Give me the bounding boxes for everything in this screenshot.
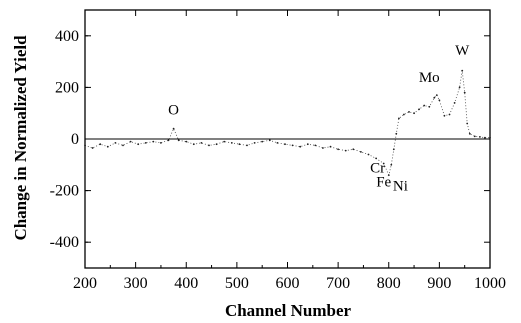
data-point (329, 145, 332, 148)
data-point (208, 144, 210, 147)
data-point (413, 112, 415, 115)
x-tick-label: 900 (427, 275, 451, 292)
data-point (137, 143, 140, 146)
data-point (435, 94, 438, 96)
data-point (408, 111, 410, 113)
data-point (152, 140, 155, 143)
x-tick-label: 300 (124, 275, 148, 292)
data-point (375, 157, 377, 160)
data-point (367, 153, 370, 156)
data-point (398, 117, 400, 120)
data-point (177, 139, 180, 142)
data-point (223, 140, 226, 143)
x-tick-label: 600 (276, 275, 300, 292)
data-point (246, 144, 248, 147)
peak-label: Fe (376, 175, 391, 191)
data-point (84, 144, 86, 147)
data-point (479, 136, 481, 138)
peak-label: W (455, 43, 470, 59)
data-point (160, 142, 162, 144)
data-point (352, 148, 355, 151)
data-point (172, 127, 175, 130)
data-point (200, 142, 203, 144)
data-point (403, 113, 405, 116)
data-point (238, 143, 241, 146)
y-tick-label: 400 (55, 28, 79, 45)
peak-label: Ni (393, 179, 408, 195)
data-point (390, 163, 393, 166)
y-tick-label: -200 (50, 183, 79, 200)
data-point (106, 145, 109, 148)
data-point (448, 113, 451, 116)
data-point (167, 139, 170, 142)
data-point (392, 148, 395, 151)
y-tick-label: 0 (71, 131, 79, 148)
data-point (129, 140, 132, 143)
data-point (484, 136, 486, 139)
series-trace (84, 70, 490, 177)
data-point (461, 69, 464, 72)
data-point (314, 144, 317, 147)
data-point (276, 142, 279, 144)
data-point (453, 102, 456, 104)
data-point (428, 105, 431, 108)
x-tick-label: 700 (326, 275, 350, 292)
data-point (489, 136, 491, 139)
data-point (230, 142, 233, 144)
y-tick-label: 200 (55, 79, 79, 96)
data-point (268, 139, 271, 142)
x-tick-label: 200 (73, 275, 97, 292)
axis-ticks: 200 300 400 500 600 700 800 900 1000 -400 -200 0 200… (50, 10, 506, 292)
data-point (418, 108, 420, 111)
data-point (468, 132, 471, 135)
x-tick-label: 1000 (474, 275, 506, 292)
peak-label: Cr (370, 161, 385, 177)
data-points (84, 69, 491, 177)
data-point (192, 143, 195, 146)
data-point (99, 143, 102, 146)
data-point (360, 151, 362, 153)
x-axis-label: Channel Number (225, 301, 352, 320)
data-point (284, 143, 286, 146)
x-tick-label: 500 (225, 275, 249, 292)
data-point (114, 142, 117, 144)
data-point (299, 145, 302, 148)
data-point (463, 91, 466, 94)
peak-label: Mo (419, 70, 440, 86)
data-point (466, 122, 469, 125)
data-point (322, 147, 324, 149)
x-tick-label: 400 (174, 275, 198, 292)
plot-axes (84, 9, 491, 269)
y-tick-label: -400 (50, 234, 79, 251)
data-point (337, 148, 339, 151)
peak-label: O (168, 102, 179, 118)
data-point (215, 143, 218, 146)
data-point (433, 96, 436, 99)
data-point (261, 140, 264, 143)
data-point (423, 104, 426, 107)
data-point (382, 162, 385, 165)
y-axis-label: Change in Normalized Yield (11, 35, 30, 241)
data-point (91, 147, 94, 149)
data-point (144, 142, 147, 144)
data-point (122, 144, 124, 147)
data-point (438, 99, 441, 102)
data-point (306, 143, 309, 146)
data-point (185, 140, 188, 143)
data-point (458, 86, 461, 89)
data-point (387, 174, 390, 177)
data-point (344, 149, 347, 152)
data-point (395, 132, 398, 135)
data-point (253, 142, 256, 144)
data-point (443, 114, 446, 117)
data-point (291, 144, 294, 147)
x-tick-label: 800 (377, 275, 401, 292)
data-point (473, 135, 476, 138)
